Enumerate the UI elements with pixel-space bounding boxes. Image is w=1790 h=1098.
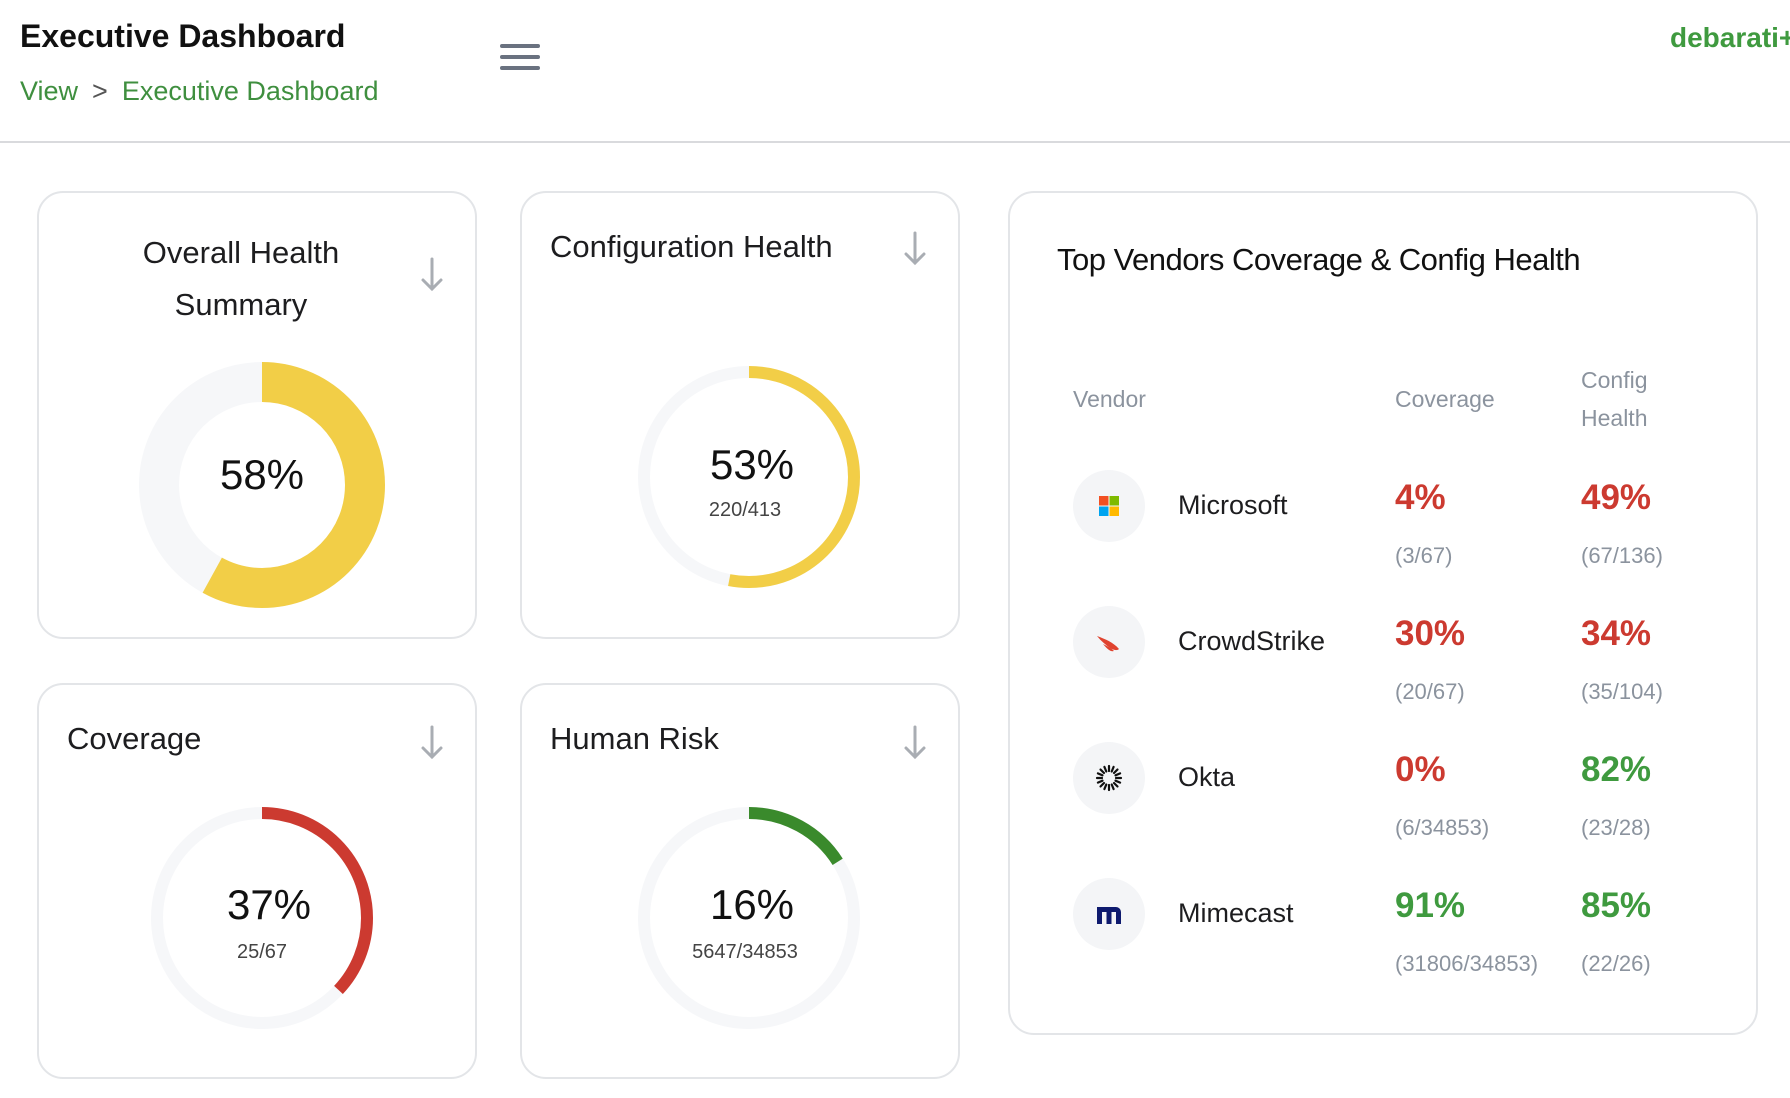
vendor-config-fraction: (35/104) <box>1581 679 1663 704</box>
breadcrumb-current[interactable]: Executive Dashboard <box>121 76 379 106</box>
page-title: Executive Dashboard <box>20 18 346 54</box>
vendor-name: Okta <box>1178 762 1236 792</box>
vendor-coverage-percent: 91% <box>1395 886 1466 925</box>
vendor-name: CrowdStrike <box>1178 626 1326 656</box>
mimecast-logo-icon <box>1073 878 1145 950</box>
crowdstrike-logo-icon <box>1073 606 1145 678</box>
vendor-config-fraction: (67/136) <box>1581 543 1663 568</box>
coverage-card: Coverage 37% 25/67 <box>37 683 477 1079</box>
card-title: Human Risk <box>550 721 719 756</box>
vendor-coverage-fraction: (31806/34853) <box>1395 951 1539 976</box>
header-line: Config <box>1581 367 1648 393</box>
vendor-config-percent: 34% <box>1581 614 1652 653</box>
breadcrumb: View > Executive Dashboard <box>20 76 378 107</box>
vendor-config-fraction: (22/26) <box>1581 951 1651 976</box>
breadcrumb-separator: > <box>92 76 108 106</box>
card-title-line: Summary <box>174 287 308 322</box>
user-menu[interactable]: debarati+ <box>1670 22 1790 53</box>
card-title: Overall Health Summary <box>39 227 443 331</box>
top-header: Executive Dashboard View > Executive Dashb… <box>0 0 1790 143</box>
okta-logo-icon <box>1073 742 1145 814</box>
overall-health-donut <box>139 362 385 608</box>
card-title: Coverage <box>67 721 202 756</box>
card-title: Configuration Health <box>550 229 833 264</box>
vendor-column-header: Vendor <box>1073 386 1146 412</box>
vendor-config-percent: 82% <box>1581 750 1652 789</box>
vendor-coverage-percent: 30% <box>1395 614 1466 653</box>
download-icon[interactable] <box>900 723 930 763</box>
vendor-name: Microsoft <box>1178 490 1288 520</box>
top-vendors-title: Top Vendors Coverage & Config Health <box>1057 242 1581 277</box>
vendor-config-percent: 85% <box>1581 886 1652 925</box>
configuration-health-card: Configuration Health 53% 220/413 <box>520 191 960 639</box>
vendor-config-percent: 49% <box>1581 478 1652 517</box>
vendor-name: Mimecast <box>1178 898 1294 928</box>
vendor-config-fraction: (23/28) <box>1581 815 1651 840</box>
download-icon[interactable] <box>900 229 930 269</box>
configuration-health-donut <box>638 366 860 588</box>
overall-health-percent: 58% <box>219 451 305 498</box>
overall-health-card: Overall Health Summary 58% <box>37 191 477 639</box>
header-line: Health <box>1581 405 1648 431</box>
configuration-health-percent: 53% <box>709 441 795 488</box>
human-risk-percent: 16% <box>709 881 795 928</box>
config-health-column-header: Config Health <box>1581 361 1647 437</box>
human-risk-donut <box>638 807 860 1029</box>
download-icon[interactable] <box>417 723 447 763</box>
human-risk-fraction: 5647/34853 <box>692 941 798 963</box>
human-risk-card: Human Risk 16% 5647/34853 <box>520 683 960 1079</box>
download-icon[interactable] <box>417 255 447 295</box>
microsoft-logo-icon <box>1073 470 1145 542</box>
vendor-coverage-fraction: (20/67) <box>1395 679 1465 704</box>
coverage-percent: 37% <box>226 881 312 928</box>
coverage-column-header: Coverage <box>1395 386 1495 412</box>
card-title-line: Overall Health <box>142 235 340 270</box>
vendor-coverage-fraction: (6/34853) <box>1395 815 1490 840</box>
breadcrumb-view-link[interactable]: View <box>20 76 79 106</box>
coverage-donut <box>151 807 373 1029</box>
vendor-coverage-percent: 0% <box>1395 750 1446 789</box>
vendor-coverage-percent: 4% <box>1395 478 1446 517</box>
vendor-coverage-fraction: (3/67) <box>1395 543 1453 568</box>
configuration-health-fraction: 220/413 <box>708 499 782 521</box>
coverage-fraction: 25/67 <box>236 941 288 963</box>
hamburger-menu-icon[interactable] <box>500 44 540 76</box>
